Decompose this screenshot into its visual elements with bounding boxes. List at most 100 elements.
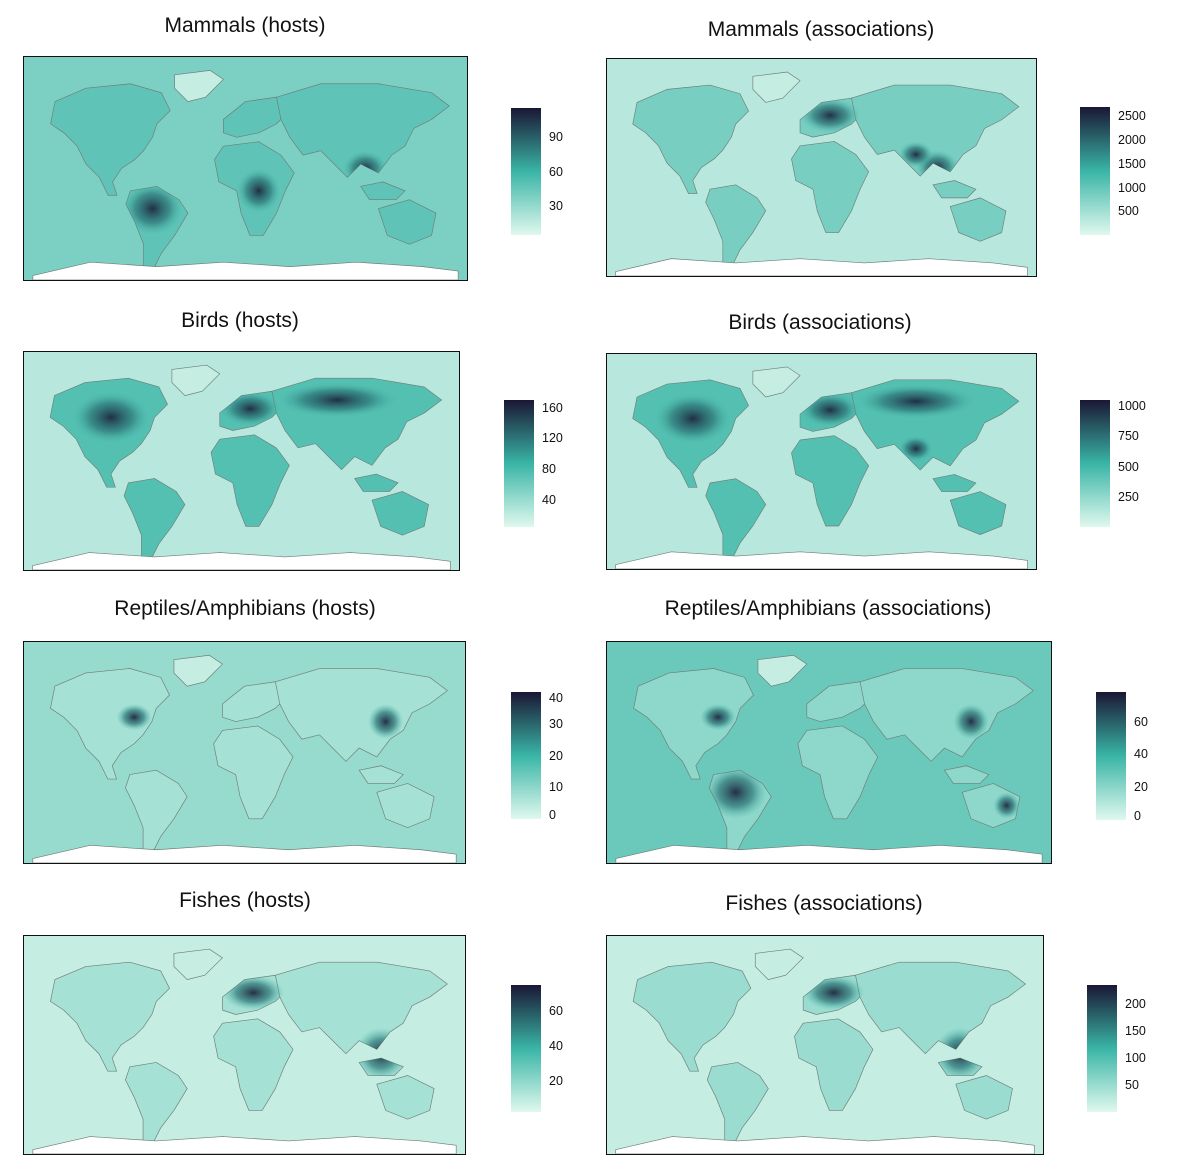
landmass-africa [210, 434, 290, 527]
legend-tick-label: 80 [534, 462, 556, 477]
panel-title: Mammals (hosts) [164, 14, 326, 37]
landmass-africa [213, 1018, 294, 1111]
legend-tick-label: 50 [1117, 1077, 1139, 1092]
landmass-europe [223, 96, 291, 138]
legend-gradient-bar [1087, 985, 1117, 1112]
landmass-south-america [125, 1062, 188, 1146]
legend-tick-label: 1000 [1110, 399, 1146, 414]
panel-title: Birds (associations) [728, 311, 912, 334]
color-legend: 200 150 100 50 [1087, 985, 1147, 1112]
hotspot-north-america-east [116, 703, 152, 731]
landmass-indonesia [354, 473, 399, 492]
hotspot-india [898, 435, 934, 462]
hotspot-north-america [71, 391, 151, 444]
legend-tick-label: 60 [1126, 714, 1148, 729]
landmass-antarctica [615, 844, 1043, 863]
landmass-south-america [705, 478, 767, 561]
legend-tick-label: 500 [1110, 459, 1139, 474]
panel-title: Birds (hosts) [181, 309, 299, 332]
landmass-antarctica [32, 1136, 457, 1154]
map-svg [615, 71, 1028, 276]
legend-tick-label: 20 [541, 748, 563, 763]
legend-tick-label: 40 [534, 493, 556, 508]
legend-tick-label: 60 [541, 1004, 563, 1019]
legend-tick-label: 40 [541, 691, 563, 705]
legend-tick-label: 30 [541, 716, 563, 731]
landmass-antarctica [615, 551, 1028, 569]
map-svg [32, 70, 459, 280]
landmass-greenland [171, 364, 221, 396]
landmass-asia [859, 668, 1034, 762]
legend-tick-label: 90 [541, 129, 563, 144]
hotspot-europe [800, 392, 861, 428]
legend-tick-label: 10 [541, 780, 563, 795]
landmass-greenland [174, 70, 224, 102]
legend-tick-label: 30 [541, 199, 563, 214]
panel-title: Mammals (associations) [707, 18, 935, 41]
map-svg [32, 948, 457, 1154]
world-map [606, 935, 1044, 1155]
hotspot-europe [219, 391, 281, 427]
hotspot-north-america [654, 392, 732, 445]
legend-tick-label: 20 [541, 1073, 563, 1088]
hotspot-southeast-asia-coast [354, 1027, 408, 1080]
legend-gradient-bar [511, 692, 541, 819]
landmass-greenland [757, 654, 808, 687]
hotspot-australia-east [993, 792, 1020, 819]
legend-gradient-bar [504, 400, 534, 527]
landmass-greenland [173, 948, 223, 980]
landmass-africa [791, 435, 870, 527]
landmass-asia [274, 961, 448, 1055]
landmass-australia [949, 491, 1007, 535]
landmass-south-america [705, 184, 767, 268]
color-legend: 2500 2000 1500 1000 500 [1080, 107, 1146, 235]
landmass-indonesia [932, 474, 977, 492]
landmass-antarctica [32, 261, 459, 280]
legend-tick-label: 40 [1126, 747, 1148, 762]
color-legend: 40 30 20 10 0 [511, 691, 571, 822]
landmass-australia [949, 197, 1007, 242]
map-svg [32, 364, 451, 570]
hotspot-south-america [704, 765, 767, 819]
panel-title: Fishes (hosts) [179, 889, 311, 912]
landmass-asia [855, 961, 1027, 1055]
hotspot-africa-central [236, 168, 281, 214]
landmass-africa [794, 1018, 874, 1111]
landmass-europe [222, 681, 290, 722]
hotspot-europe [803, 975, 865, 1011]
map-svg [615, 654, 1043, 863]
map-svg [32, 654, 457, 863]
legend-tick-label: 0 [541, 808, 556, 822]
landmass-greenland [752, 71, 801, 103]
color-legend: 1000 750 500 250 [1080, 399, 1146, 527]
landmass-north-america [50, 961, 170, 1072]
legend-tick-label: 1500 [1110, 156, 1146, 171]
legend-tick-label: 120 [534, 431, 563, 446]
legend-tick-label: 40 [541, 1038, 563, 1053]
landmass-north-america [50, 668, 170, 780]
world-map [606, 641, 1052, 864]
legend-tick-label: 200 [1117, 996, 1146, 1011]
landmass-greenland [752, 366, 801, 398]
landmass-indonesia [360, 181, 406, 201]
hotspot-north-america-east [700, 703, 736, 731]
legend-gradient-bar [1080, 107, 1110, 235]
panel-title: Reptiles/Amphibians (associations) [664, 597, 992, 620]
landmass-antarctica [32, 552, 451, 570]
legend-tick-label: 750 [1110, 429, 1139, 444]
landmass-australia [371, 491, 429, 536]
landmass-south-america [123, 478, 186, 562]
landmass-africa [797, 725, 879, 820]
legend-tick-label: 500 [1110, 204, 1139, 219]
legend-tick-label: 60 [541, 164, 563, 179]
hotspot-china-east [367, 703, 404, 740]
panel-title: Reptiles/Amphibians (hosts) [114, 597, 376, 620]
legend-gradient-bar [1096, 692, 1126, 820]
legend-tick-label: 250 [1110, 489, 1139, 504]
legend-tick-label: 100 [1117, 1050, 1146, 1065]
landmass-australia [376, 1075, 435, 1120]
hotspot-southeast-asia [342, 150, 388, 187]
landmass-europe [806, 681, 874, 722]
legend-tick-label: 0 [1126, 809, 1141, 823]
legend-tick-label: 2500 [1110, 109, 1146, 124]
